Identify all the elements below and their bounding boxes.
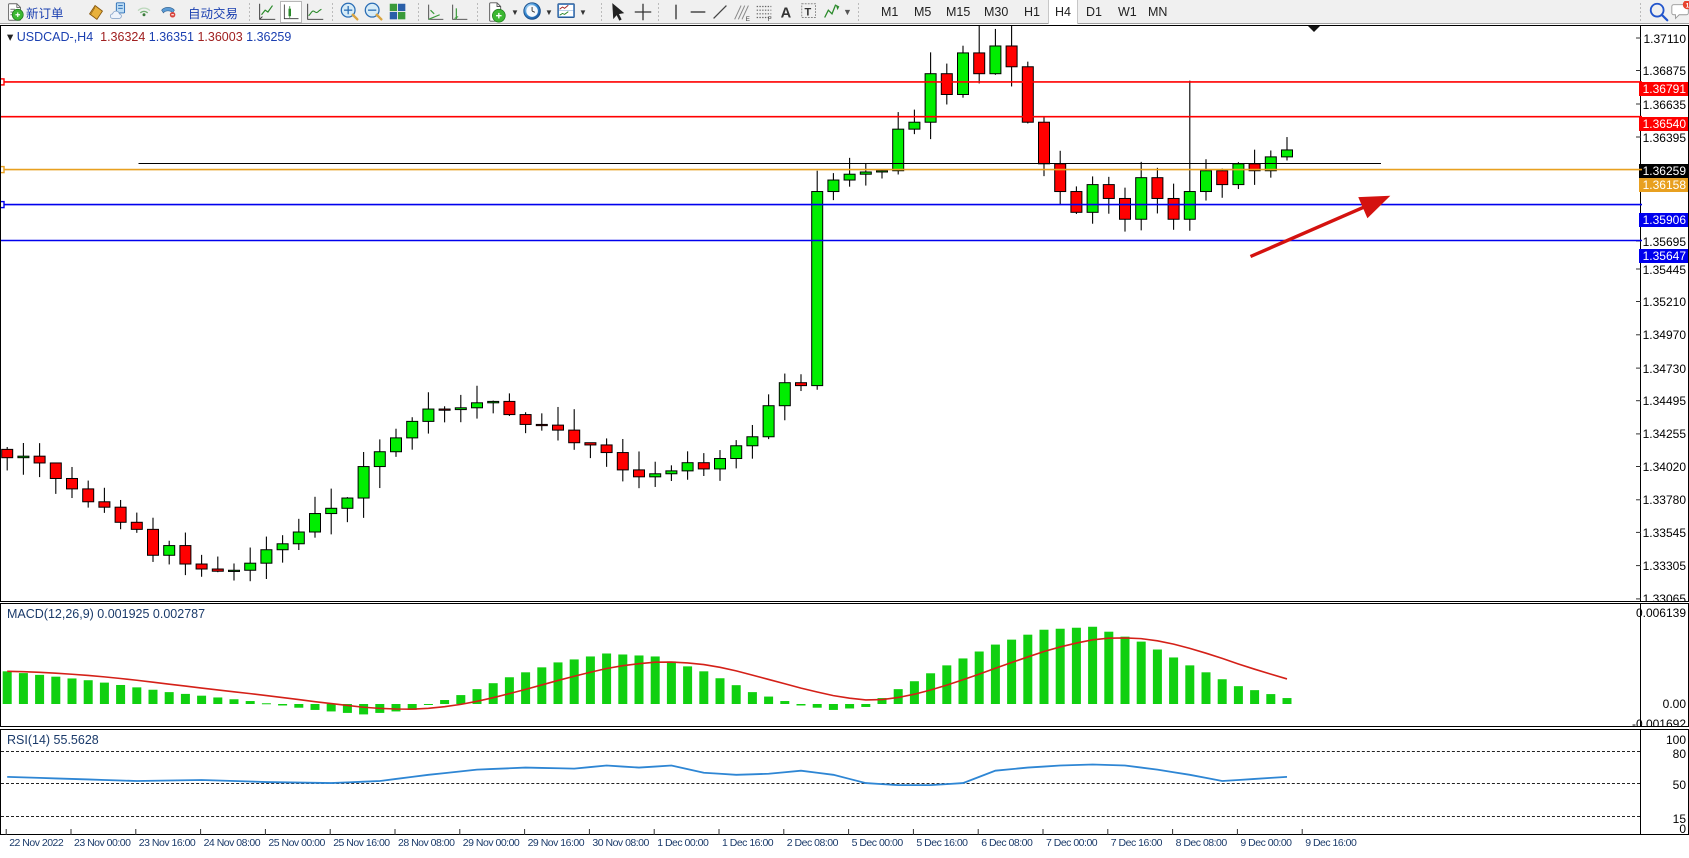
svg-text:1: 1 bbox=[1686, 3, 1689, 10]
svg-text:F: F bbox=[768, 16, 772, 23]
svg-text:T: T bbox=[805, 7, 812, 19]
svg-text:A: A bbox=[781, 6, 792, 22]
svg-text:E: E bbox=[746, 16, 750, 23]
